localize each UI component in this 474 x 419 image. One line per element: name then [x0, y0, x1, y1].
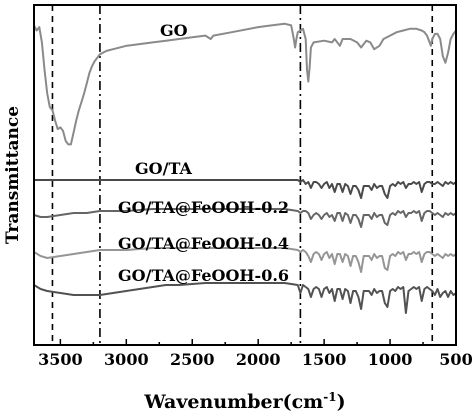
y-axis-label: Transmittance [3, 106, 23, 244]
series-label-go: GO [160, 21, 188, 40]
series-layer [33, 22, 457, 314]
series-label-go-ta-feooh-0-6: GO/TA@FeOOH-0.6 [118, 266, 289, 285]
series-line-go-ta-feooh-0-2 [33, 208, 457, 228]
x-tick-label: 2500 [170, 350, 215, 369]
series-line-go-ta-feooh-0-4 [33, 247, 457, 273]
series-label-go-ta-feooh-0-2: GO/TA@FeOOH-0.2 [118, 198, 289, 217]
series-line-go [33, 22, 457, 146]
x-tick-label: 1500 [302, 350, 347, 369]
x-tick-layer: 3500 3000 2500 2000 1500 1000 500 [38, 339, 473, 369]
x-tick-label: 3500 [38, 350, 83, 369]
x-axis-label: Wavenumber(cm-1) [143, 390, 345, 413]
x-tick-label: 500 [439, 350, 472, 369]
plot-frame [33, 4, 457, 346]
series-line-go-ta [34, 179, 457, 199]
series-label-layer: GO GO/TA GO/TA@FeOOH-0.2 GO/TA@FeOOH-0.4 GO/… [118, 21, 289, 285]
series-label-go-ta-feooh-0-4: GO/TA@FeOOH-0.4 [118, 234, 289, 253]
x-tick-label: 1000 [368, 350, 413, 369]
series-label-go-ta: GO/TA [135, 159, 192, 178]
reference-lines [51, 5, 434, 345]
series-line-go-ta-feooh-0-6 [33, 282, 457, 314]
x-tick-label: 2000 [236, 350, 281, 369]
x-tick-label: 3000 [104, 350, 149, 369]
